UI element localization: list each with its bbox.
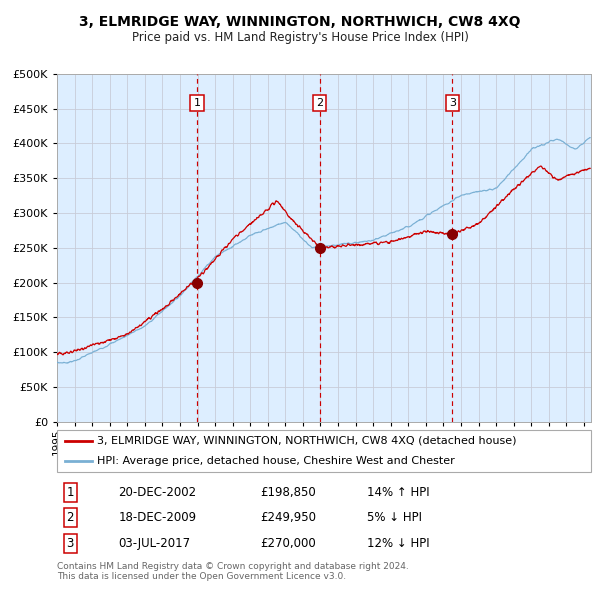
Text: 5% ↓ HPI: 5% ↓ HPI [367, 511, 422, 525]
Text: 1: 1 [193, 98, 200, 108]
Text: 3: 3 [67, 537, 74, 550]
FancyBboxPatch shape [57, 430, 591, 472]
Text: 12% ↓ HPI: 12% ↓ HPI [367, 537, 430, 550]
Text: Contains HM Land Registry data © Crown copyright and database right 2024.: Contains HM Land Registry data © Crown c… [57, 562, 409, 571]
Text: 2: 2 [316, 98, 323, 108]
Text: 20-DEC-2002: 20-DEC-2002 [118, 486, 197, 499]
Text: 2: 2 [67, 511, 74, 525]
Text: This data is licensed under the Open Government Licence v3.0.: This data is licensed under the Open Gov… [57, 572, 346, 581]
Text: £249,950: £249,950 [260, 511, 316, 525]
Text: 3: 3 [449, 98, 456, 108]
Text: £198,850: £198,850 [260, 486, 316, 499]
Text: 14% ↑ HPI: 14% ↑ HPI [367, 486, 430, 499]
Text: 03-JUL-2017: 03-JUL-2017 [118, 537, 191, 550]
Text: 18-DEC-2009: 18-DEC-2009 [118, 511, 197, 525]
Text: 3, ELMRIDGE WAY, WINNINGTON, NORTHWICH, CW8 4XQ: 3, ELMRIDGE WAY, WINNINGTON, NORTHWICH, … [79, 15, 521, 29]
Text: 1: 1 [67, 486, 74, 499]
Text: £270,000: £270,000 [260, 537, 316, 550]
Text: Price paid vs. HM Land Registry's House Price Index (HPI): Price paid vs. HM Land Registry's House … [131, 31, 469, 44]
Text: HPI: Average price, detached house, Cheshire West and Chester: HPI: Average price, detached house, Ches… [97, 455, 455, 466]
Text: 3, ELMRIDGE WAY, WINNINGTON, NORTHWICH, CW8 4XQ (detached house): 3, ELMRIDGE WAY, WINNINGTON, NORTHWICH, … [97, 436, 517, 446]
